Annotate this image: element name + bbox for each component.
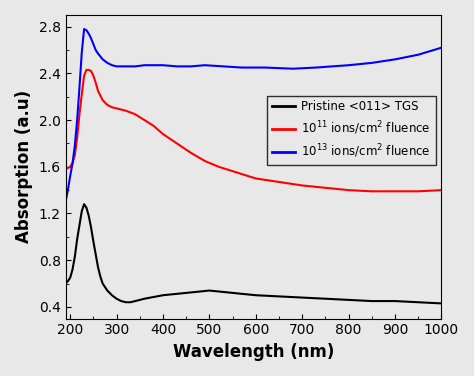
Y-axis label: Absorption (a.u): Absorption (a.u) [15, 90, 33, 243]
Legend: Pristine <011> TGS, $10^{11}$ ions/cm$^2$ fluence, $10^{13}$ ions/cm$^2$ fluence: Pristine <011> TGS, $10^{11}$ ions/cm$^2… [267, 96, 436, 165]
X-axis label: Wavelength (nm): Wavelength (nm) [173, 343, 334, 361]
